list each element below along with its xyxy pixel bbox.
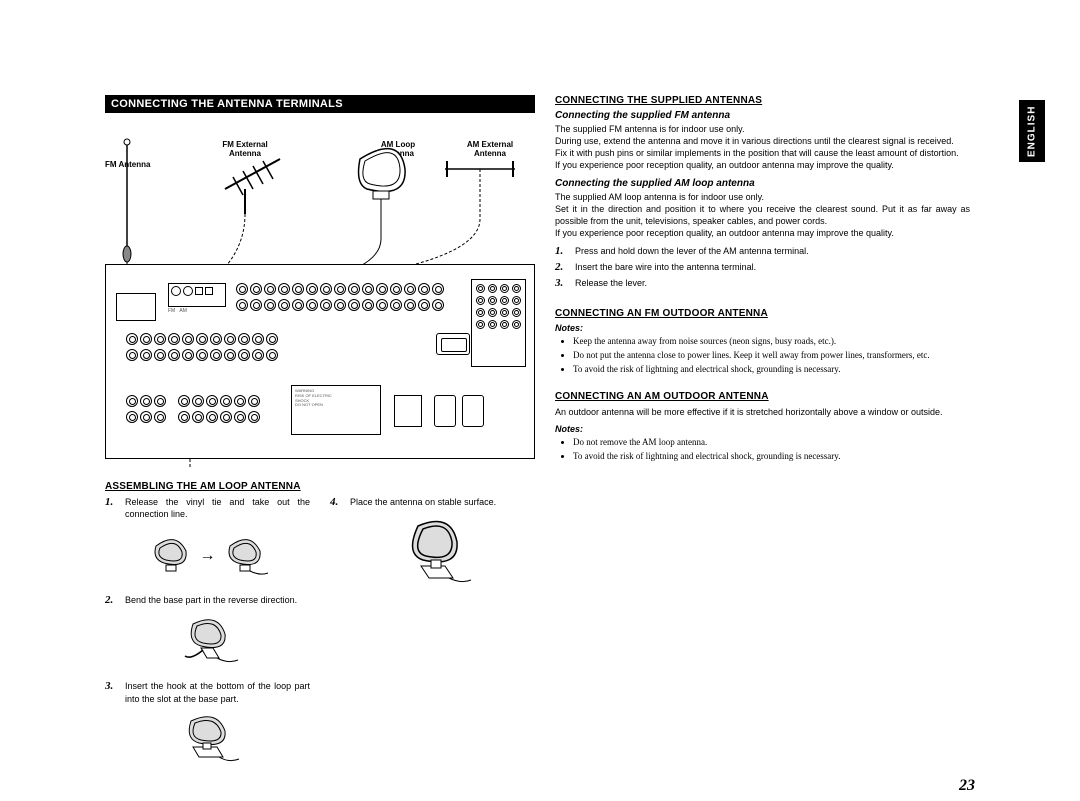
illustration-step3 xyxy=(105,711,310,771)
illustration-step1: → xyxy=(105,526,310,586)
step-1: 1. Release the vinyl tie and take out th… xyxy=(105,496,310,520)
text-am-outdoor: An outdoor antenna will be more effectiv… xyxy=(555,406,970,418)
receiver-back-panel: FM AM xyxy=(105,264,535,459)
heading-supplied-antennas: CONNECTING THE SUPPLIED ANTENNAS xyxy=(555,95,970,106)
power-inlet-icon xyxy=(436,333,470,355)
heading-am-outdoor: CONNECTING AN AM OUTDOOR ANTENNA xyxy=(555,391,970,402)
left-column: CONNECTING THE ANTENNA TERMINALS FM Ante… xyxy=(105,95,535,777)
subheading-am-loop: Connecting the supplied AM loop antenna xyxy=(555,178,970,189)
section-title-bar: CONNECTING THE ANTENNA TERMINALS xyxy=(105,95,535,113)
note-item: To avoid the risk of lightning and elect… xyxy=(573,363,970,375)
notes-label-2: Notes: xyxy=(555,424,970,434)
am-step-3: 3.Release the lever. xyxy=(555,277,970,289)
right-column: CONNECTING THE SUPPLIED ANTENNAS Connect… xyxy=(555,95,970,464)
am-step-1: 1.Press and hold down the lever of the A… xyxy=(555,245,970,257)
notes-list-2: Do not remove the AM loop antenna. To avo… xyxy=(555,436,970,462)
illustration-step4 xyxy=(330,514,535,594)
step-3: 3. Insert the hook at the bottom of the … xyxy=(105,680,310,704)
language-tab: ENGLISH xyxy=(1019,100,1045,162)
note-item: Do not put the antenna close to power li… xyxy=(573,349,970,361)
step-4: 4. Place the antenna on stable surface. xyxy=(330,496,535,508)
page-content: ENGLISH CONNECTING THE ANTENNA TERMINALS… xyxy=(105,95,975,775)
note-item: Do not remove the AM loop antenna. xyxy=(573,436,970,448)
note-item: Keep the antenna away from noise sources… xyxy=(573,335,970,347)
heading-fm-outdoor: CONNECTING AN FM OUTDOOR ANTENNA xyxy=(555,308,970,319)
text-am-loop: The supplied AM loop antenna is for indo… xyxy=(555,191,970,240)
notes-label-1: Notes: xyxy=(555,323,970,333)
assembling-section: ASSEMBLING THE AM LOOP ANTENNA 1. Releas… xyxy=(105,481,535,777)
am-step-2: 2.Insert the bare wire into the antenna … xyxy=(555,261,970,273)
note-item: To avoid the risk of lightning and elect… xyxy=(573,450,970,462)
notes-list-1: Keep the antenna away from noise sources… xyxy=(555,335,970,375)
heading-assembling: ASSEMBLING THE AM LOOP ANTENNA xyxy=(105,481,535,492)
text-fm: The supplied FM antenna is for indoor us… xyxy=(555,123,970,172)
illustration-step2 xyxy=(105,612,310,672)
wiring-diagram: FM Antenna FM ExternalAntenna AM LoopAnt… xyxy=(105,119,535,469)
page-number: 23 xyxy=(959,777,975,795)
subheading-fm: Connecting the supplied FM antenna xyxy=(555,110,970,121)
step-2: 2. Bend the base part in the reverse dir… xyxy=(105,594,310,606)
